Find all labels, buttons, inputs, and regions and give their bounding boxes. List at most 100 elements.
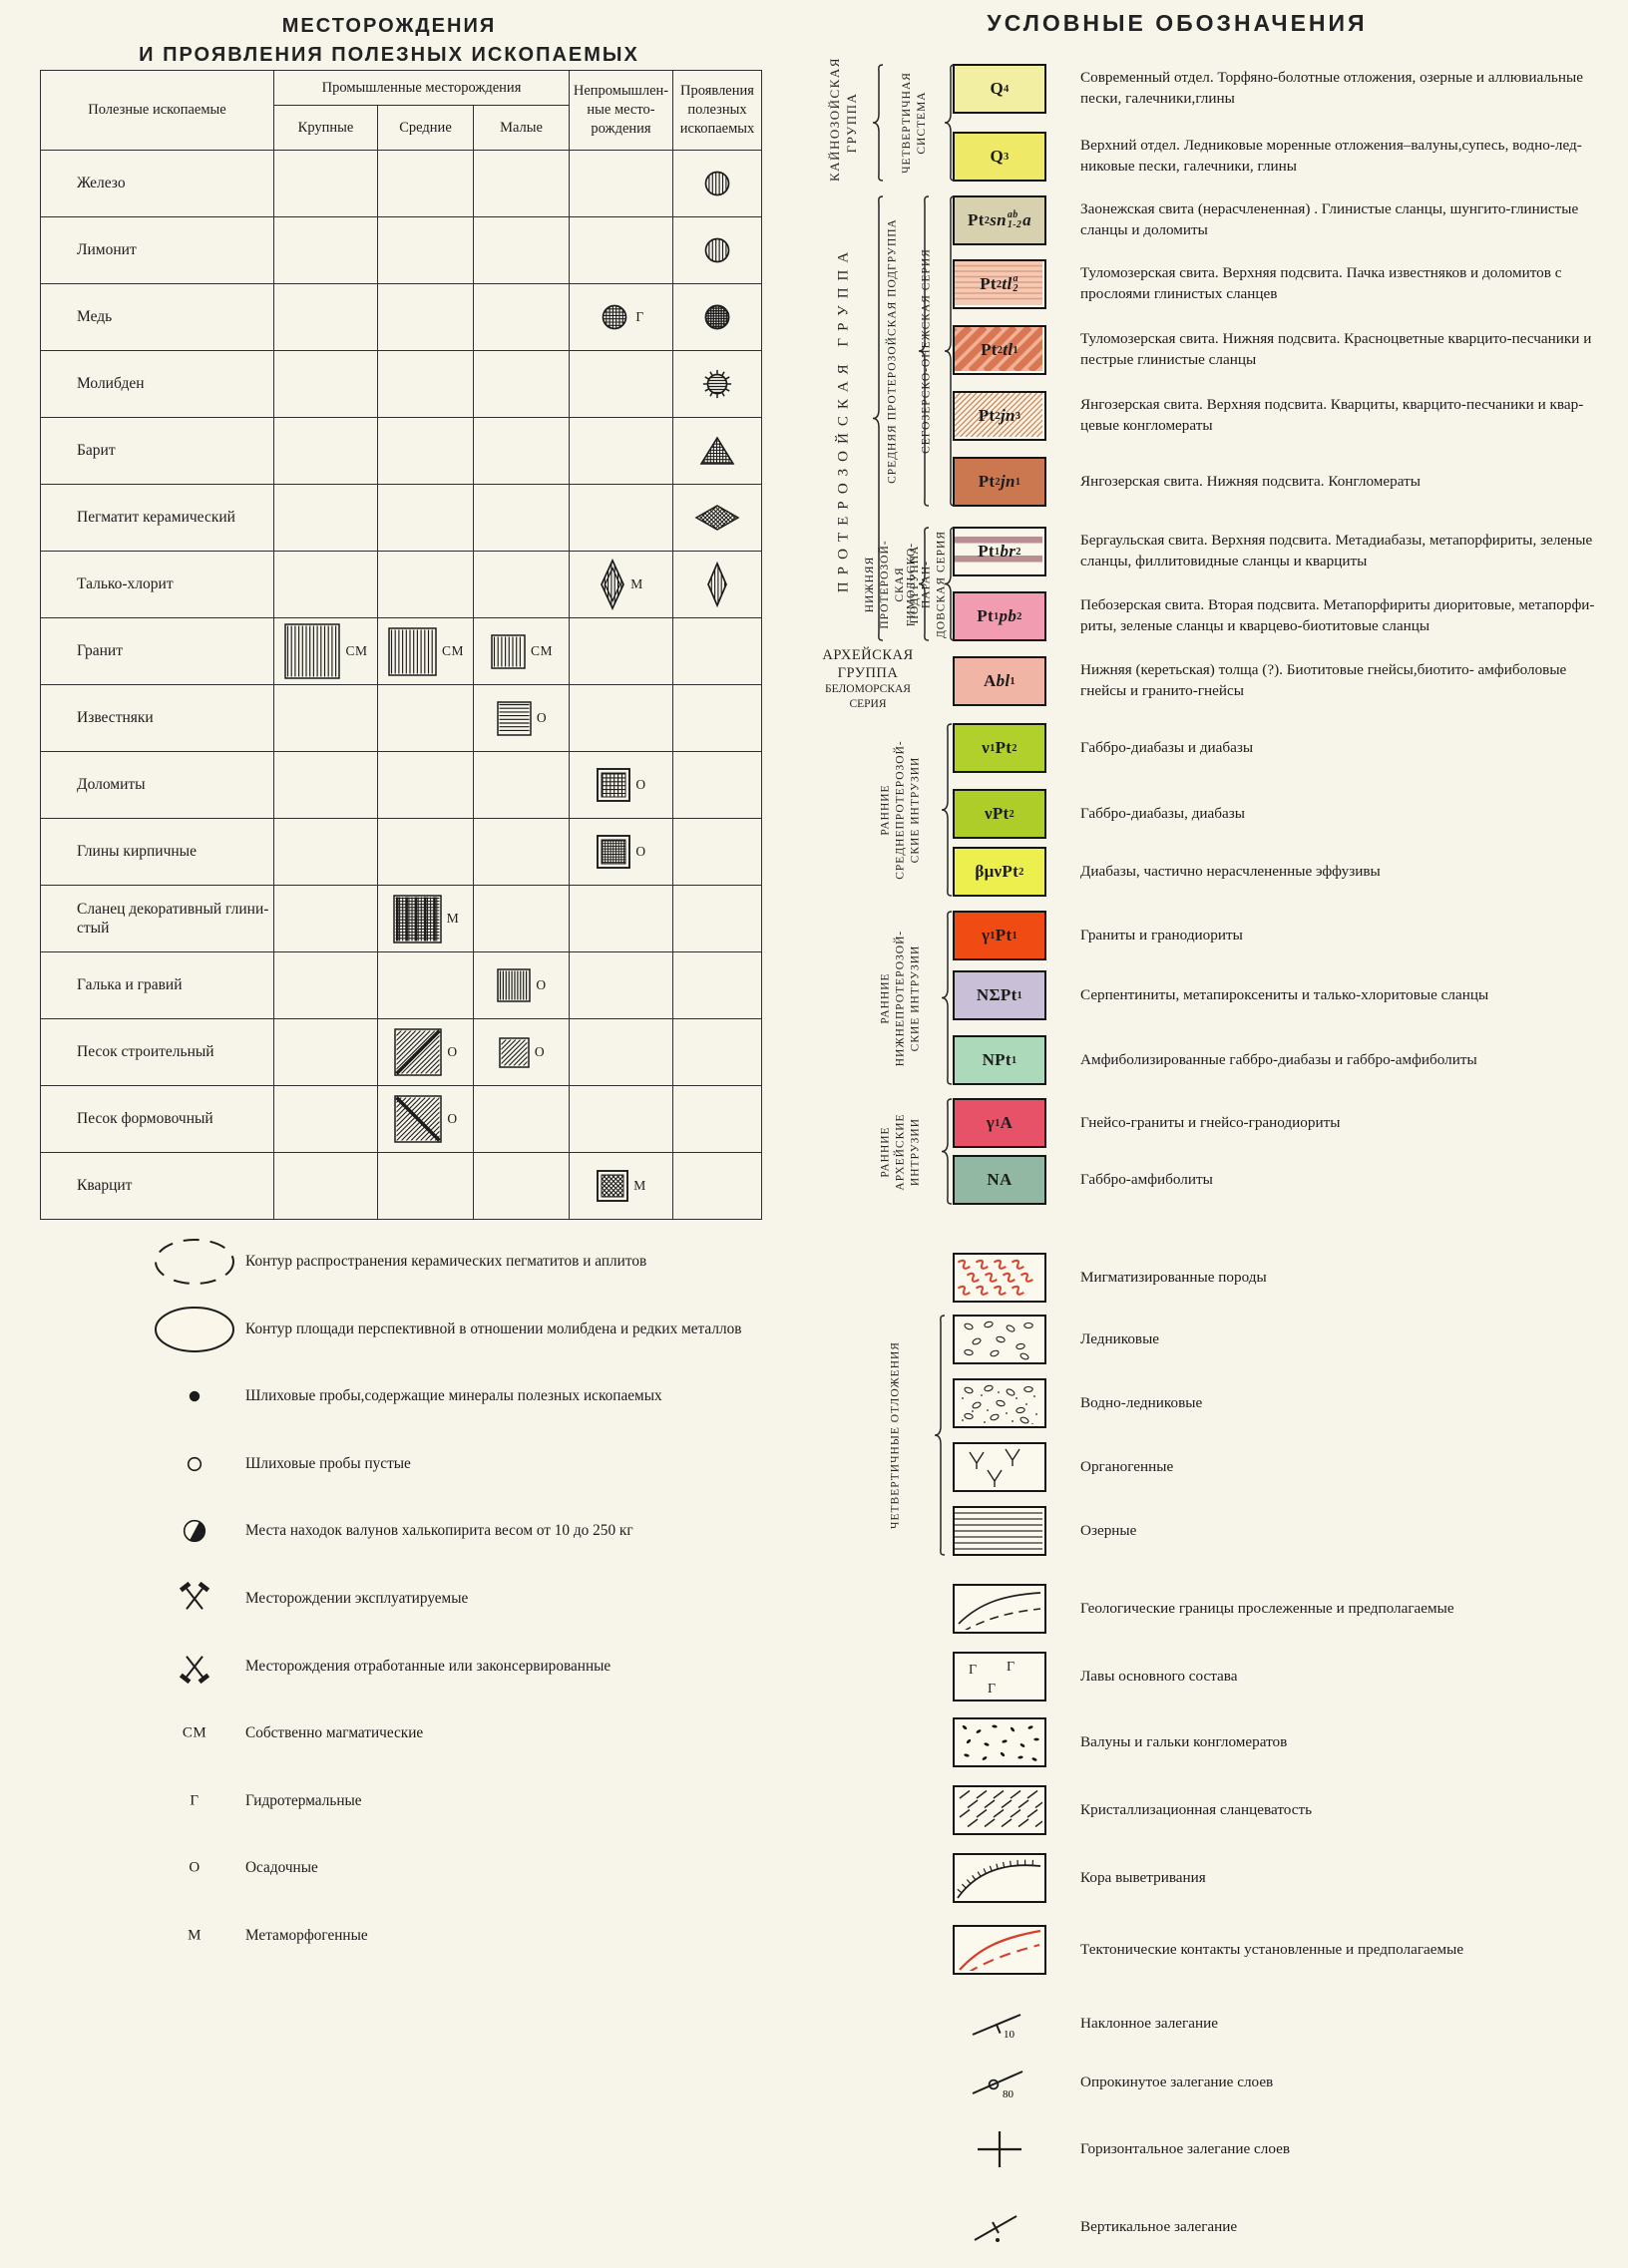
cell-large (273, 484, 378, 552)
cell-large (273, 283, 378, 351)
cell-medium: СМ (377, 617, 474, 685)
genesis-letter: М (446, 911, 460, 926)
table-row: Талько-хлорит М (40, 551, 762, 618)
unit-swatch (953, 1584, 1046, 1634)
table-row: Гранит СМ СМ СМ (40, 617, 762, 685)
unit-code: γ 1 Pt 1 (981, 926, 1018, 945)
legend-unit-row: Г Г Г Лавы основного состава (953, 1652, 1604, 1701)
unit-description: Граниты и гранодиориты (1080, 926, 1243, 944)
svg-text:Г: Г (969, 1663, 977, 1678)
mineral-name: Лимонит (40, 216, 274, 284)
col-header-small: Малые (473, 105, 570, 151)
legend-unit-row: γ 1 A Гнейсо-граниты и гнейсо-гранодиориты (953, 1098, 1604, 1148)
unit-description: Гнейсо-граниты и гнейсо-гранодиориты (1080, 1113, 1341, 1131)
unit-swatch: βμνPt 2 (953, 847, 1046, 897)
legend-unit-row: ν 1 Pt 2 Габбро-диабазы и диабазы (953, 723, 1604, 773)
hammers-down-symbol (174, 1647, 215, 1687)
mineral-name: Песок строительный (40, 1018, 274, 1086)
deposit-symbol (699, 435, 735, 467)
unit-description: Габбро-амфиболиты (1080, 1170, 1213, 1188)
unit-description: Горизонтальное залегание слоев (1080, 2139, 1291, 2157)
legend-unit-row: Q 4 Современный отдел. Торфяно-болотные от… (953, 64, 1604, 114)
unit-swatch: Pt 1 br 2 (953, 527, 1046, 576)
cell-small (473, 1085, 570, 1153)
deposit-symbol: О (497, 1035, 545, 1069)
col-header-nonindustrial: Непромышлен- ные место- рождения (569, 70, 673, 151)
mineral-name: Талько-хлорит (40, 551, 274, 618)
letters-symbol: СМ (183, 1725, 206, 1742)
legend-unit-row: NPt 1 Амфиболизированные габбро-диабазы и … (953, 1035, 1604, 1085)
deposit-symbol (700, 233, 734, 267)
deposit-symbol (700, 167, 734, 200)
cell-occur (672, 1018, 762, 1086)
cell-occur (672, 150, 762, 217)
left-title-line1: МЕСТОРОЖДЕНИЯ (281, 15, 497, 37)
group-label-archean: АРХЕЙСКАЯ ГРУППА БЕЛОМОРСКАЯ СЕРИЯ (822, 647, 914, 711)
cell-large (273, 885, 378, 952)
group-label: РАННИЕ НИЖНЕПРОТЕРОЗОЙ- СКИЕ ИНТРУЗИИ (879, 930, 922, 1066)
table-row: Железо (40, 150, 762, 217)
unit-code: NA (987, 1170, 1013, 1189)
table-row: Песок строительный О О (40, 1018, 762, 1086)
legend-unit-row: Pt 2 jn 1 Янгозерская свита. Нижняя подсвита… (953, 457, 1604, 507)
cell-large: СМ (273, 617, 378, 685)
unit-description: Янгозерская свита. Нижняя подсвита. Конг… (1080, 472, 1421, 490)
cell-small (473, 885, 570, 952)
table-row: Глины кирпичные О (40, 818, 762, 886)
half-circle-symbol (182, 1518, 208, 1545)
cell-occur (672, 751, 762, 819)
mineral-name: Песок формовочный (40, 1085, 274, 1153)
cell-large (273, 551, 378, 618)
mineral-name: Сланец декоративный глини- стый (40, 885, 274, 952)
cell-small: О (473, 684, 570, 752)
cell-medium (377, 484, 474, 552)
table-row: Медь Г (40, 283, 762, 351)
left-title-line2: И ПРОЯВЛЕНИЯ ПОЛЕЗНЫХ ИСКОПАЕМЫХ (139, 44, 639, 66)
cell-occur (672, 951, 762, 1019)
unit-description: Наклонное залегание (1080, 2014, 1218, 2032)
cell-large (273, 951, 378, 1019)
unit-description: Опрокинутое залегание слоев (1080, 2073, 1274, 2090)
ellipse-symbol (152, 1303, 237, 1356)
orientation-row: 80 Опрокинутое залегание слоев (953, 2060, 1604, 2105)
note-label: Места находок валунов халькопирита весом… (245, 1522, 633, 1540)
unit-code: Pt 2 jn 3 (978, 406, 1021, 425)
mineral-name: Барит (40, 417, 274, 485)
note-row: Контур распространения керамических пегм… (40, 1231, 768, 1293)
unit-description: Пебозерская свита. Вторая подсвита. Мета… (1080, 596, 1595, 634)
cell-occur (672, 617, 762, 685)
note-label: Контур площади перспективной в отношении… (245, 1320, 742, 1337)
col-header-minerals: Полезные ископаемые (40, 70, 274, 151)
legend-unit-row: NA Габбро-амфиболиты (953, 1155, 1604, 1205)
col-header-large: Крупные (273, 105, 378, 151)
unit-description: Туломозерская свита. Нижняя подсвита. Кр… (1080, 330, 1592, 368)
cell-medium (377, 751, 474, 819)
cell-large (273, 1085, 378, 1153)
unit-description: Габбро-диабазы, диабазы (1080, 804, 1245, 822)
cell-large (273, 350, 378, 418)
cell-occur (672, 417, 762, 485)
cell-nonind: Г (569, 283, 673, 351)
legend-unit-row: Pt 2 jn 3 Янгозерская свита. Верхняя подсвит… (953, 391, 1604, 441)
cell-medium (377, 818, 474, 886)
table-row: Сланец декоративный глини- стый М (40, 885, 762, 952)
mineral-name: Железо (40, 150, 274, 217)
cell-occur (672, 818, 762, 886)
cell-small: О (473, 1018, 570, 1086)
deposit-symbol: М (392, 894, 460, 945)
cell-medium (377, 150, 474, 217)
deposit-symbol (700, 367, 734, 401)
group-brace (916, 527, 932, 646)
legend-unit-row: Водно-ледниковые (953, 1378, 1604, 1428)
note-label: Гидротермальные (245, 1791, 362, 1809)
mineral-name: Медь (40, 283, 274, 351)
group-label: КАЙНОЗОЙСКАЯ ГРУППА (827, 57, 859, 182)
note-row: Месторождении эксплуатируемые (40, 1568, 768, 1630)
deposit-symbol: О (496, 967, 546, 1003)
unit-description: Современный отдел. Торфяно-болотные отло… (1080, 69, 1583, 107)
note-label: Шлиховые пробы,содержащие минералы полез… (245, 1387, 662, 1405)
deposit-symbol: О (596, 834, 645, 870)
